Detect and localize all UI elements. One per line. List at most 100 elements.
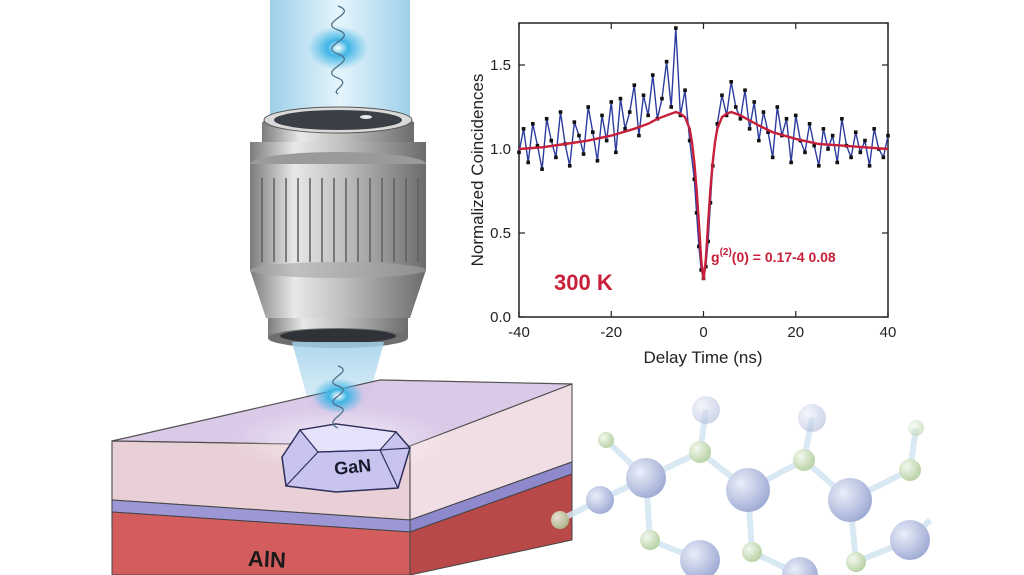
- data-point: [720, 93, 724, 98]
- data-point: [558, 110, 563, 114]
- data-point: [623, 127, 627, 131]
- data-point: [600, 113, 604, 118]
- data-point: [793, 113, 798, 118]
- y-tick-label: 1.5: [490, 57, 511, 74]
- data-point: [572, 120, 577, 124]
- data-point: [618, 96, 623, 101]
- data-point: [660, 96, 664, 101]
- data-point: [517, 150, 521, 155]
- data-point: [821, 127, 826, 131]
- data-point: [683, 88, 687, 92]
- data-point: [687, 138, 692, 143]
- g2-symbol: g: [711, 249, 720, 265]
- g2-superscript: (2): [720, 247, 732, 258]
- gan-crystal: [281, 423, 411, 493]
- x-tick-label: 40: [880, 324, 897, 341]
- data-point: [669, 105, 674, 109]
- data-point: [784, 116, 789, 121]
- tick-labels: -40 -20 0 20 40 0.0 0.5 1.0 1.5: [490, 57, 896, 341]
- g2-coincidence-chart: -40 -20 0 20 400.00.51.01.5 Delay Time (ns) …: [468, 22, 896, 367]
- data-point: [724, 113, 729, 118]
- microscope-objective: [250, 106, 426, 348]
- data-point: [604, 138, 609, 143]
- data-point: [729, 80, 733, 84]
- data-point: [835, 160, 840, 165]
- data-point: [858, 150, 863, 155]
- data-point: [650, 73, 655, 77]
- data-point: [853, 130, 858, 134]
- data-point: [627, 110, 632, 114]
- photon-wavepacket-top: [308, 5, 368, 95]
- data-point: [863, 138, 867, 143]
- y-axis-label: Normalized Coincidences: [468, 74, 487, 267]
- data-point: [761, 110, 766, 114]
- data-point: [775, 105, 780, 109]
- data-point: [803, 150, 807, 155]
- data-point: [614, 150, 618, 155]
- data-point: [807, 122, 812, 126]
- data-point: [872, 127, 876, 131]
- data-point: [738, 116, 743, 121]
- data-point: [766, 130, 770, 134]
- data-point: [577, 133, 581, 138]
- g2-value: (0) = 0.17-4 0.08: [732, 249, 836, 265]
- data-point: [715, 122, 720, 126]
- crystal-lattice: [551, 396, 933, 575]
- data-point: [697, 244, 701, 249]
- data-point: [674, 26, 678, 30]
- data-point: [586, 105, 590, 109]
- data-point: [646, 113, 650, 118]
- data-point: [694, 211, 699, 215]
- data-point: [591, 130, 595, 134]
- data-point: [830, 133, 835, 138]
- data-point: [789, 160, 793, 165]
- y-tick-label: 0.5: [490, 225, 511, 242]
- gan-label: GaN: [333, 455, 372, 479]
- data-point: [595, 158, 600, 163]
- x-tick-label: 20: [787, 324, 804, 341]
- y-tick-label: 1.0: [490, 141, 511, 158]
- data-point: [544, 116, 549, 121]
- y-tick-label: 0.0: [490, 309, 511, 326]
- data-point: [535, 143, 540, 148]
- data-point: [840, 116, 844, 121]
- x-tick-label: -20: [600, 324, 622, 341]
- data-point: [637, 133, 641, 138]
- data-point: [567, 164, 572, 168]
- data-point: [531, 122, 535, 126]
- data-point: [692, 177, 697, 182]
- fit-curve: [518, 110, 889, 281]
- photon-wavepacket-bottom: [312, 365, 364, 429]
- plot-frame: [518, 22, 889, 318]
- data-point: [849, 155, 853, 160]
- data-point: [881, 155, 886, 160]
- series-layer: [517, 26, 890, 281]
- x-tick-label: -40: [508, 324, 530, 341]
- data-point: [632, 83, 637, 87]
- data-point: [867, 164, 872, 168]
- data-point: [752, 100, 757, 104]
- data-point: [743, 88, 747, 92]
- data-point: [826, 147, 830, 151]
- aln-label: AlN: [247, 546, 286, 573]
- temperature-label: 300 K: [554, 270, 613, 295]
- x-tick-label: 0: [699, 324, 707, 341]
- data-point: [526, 160, 531, 165]
- g2-value-label: g(2)(0) = 0.17-4 0.08: [711, 247, 836, 265]
- x-axis-label: Delay Time (ns): [643, 348, 762, 367]
- data-point: [540, 167, 544, 171]
- data-point: [554, 155, 558, 160]
- data-point: [817, 164, 821, 168]
- data-point: [664, 59, 669, 64]
- data-point: [886, 133, 890, 138]
- data-point: [609, 100, 614, 104]
- data-point: [641, 93, 646, 98]
- data-point: [549, 138, 554, 143]
- data-point: [733, 105, 738, 109]
- data-point: [747, 127, 752, 131]
- data-point: [770, 155, 775, 160]
- data-point: [678, 113, 683, 118]
- data-point: [757, 138, 761, 143]
- data-point: [581, 152, 586, 156]
